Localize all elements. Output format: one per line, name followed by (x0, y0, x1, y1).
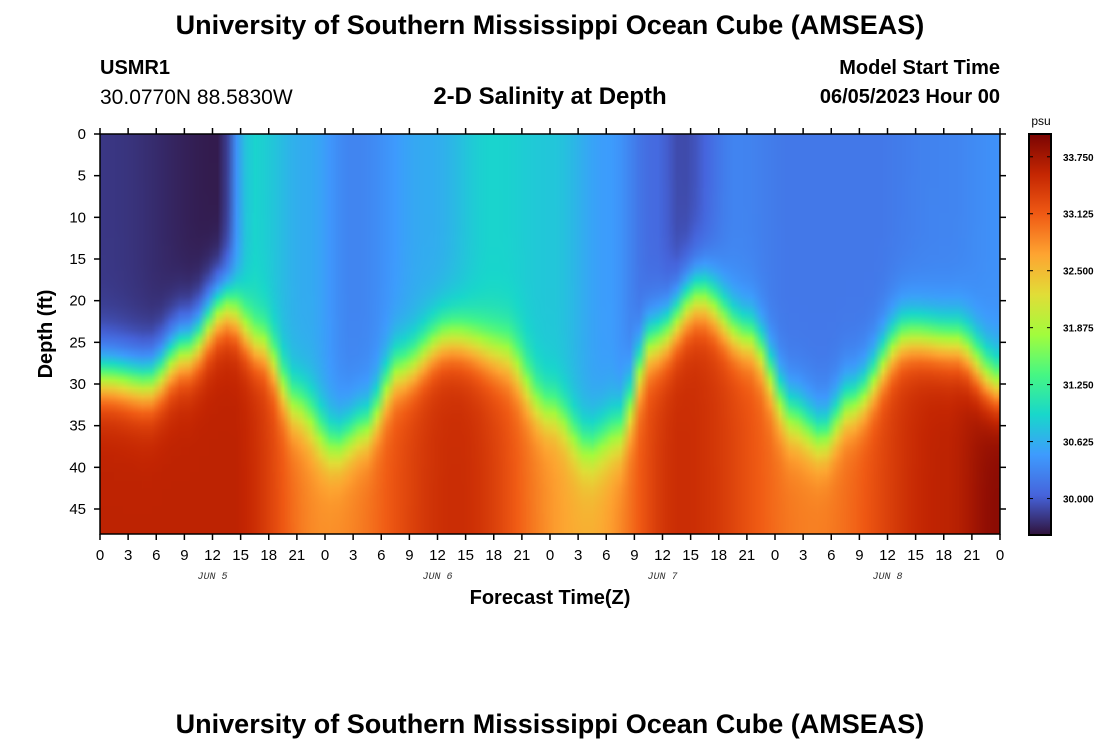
colorbar-tick-label: 31.250 (1063, 381, 1094, 392)
x-tick-label: 12 (429, 547, 446, 564)
y-tick-label: 5 (78, 168, 86, 185)
x-tick-label: 12 (654, 547, 671, 564)
station-id: USMR1 (100, 57, 171, 79)
y-tick-label: 35 (69, 418, 86, 435)
y-tick-label: 0 (78, 126, 86, 143)
y-tick-label: 15 (69, 251, 86, 268)
x-tick-label: 12 (879, 547, 896, 564)
x-axis-label: Forecast Time(Z) (470, 587, 631, 609)
y-tick-label: 10 (69, 209, 86, 226)
x-tick-label: 18 (710, 547, 727, 564)
x-tick-label: 18 (485, 547, 502, 564)
colorbar-bar (1028, 133, 1052, 536)
x-tick-label: 15 (457, 547, 474, 564)
x-tick-label: 21 (964, 547, 981, 564)
x-tick-label: 0 (546, 547, 554, 564)
x-tick-label: 0 (321, 547, 329, 564)
x-tick-label: 6 (152, 547, 160, 564)
salinity-heatmap (100, 134, 1000, 534)
date-label: JUN 6 (422, 572, 452, 583)
chart-title: University of Southern Mississippi Ocean… (175, 10, 925, 40)
x-tick-label: 3 (574, 547, 582, 564)
x-tick-label: 18 (260, 547, 277, 564)
x-tick-label: 6 (827, 547, 835, 564)
y-axis: 0 5 10 15 20 25 30 35 40 45 (69, 126, 1006, 518)
model-start-label: Model Start Time (839, 57, 1000, 79)
colorbar: psu 33.750 33.125 32.500 31.875 31.250 30.625… (1028, 114, 1094, 536)
date-label: JUN 7 (647, 572, 677, 583)
x-tick-label: 0 (996, 547, 1004, 564)
colorbar-unit: psu (1031, 114, 1050, 128)
colorbar-ticks: 33.750 33.125 32.500 31.875 31.250 30.625 30.0… (1029, 153, 1094, 506)
x-tick-label: 9 (855, 547, 863, 564)
model-start-value: 06/05/2023 Hour 00 (819, 86, 1000, 108)
colorbar-tick-label: 30.000 (1063, 495, 1094, 506)
x-tick-label: 9 (630, 547, 638, 564)
heatmap-area (99, 133, 1001, 535)
colorbar-tick-label: 30.625 (1063, 438, 1094, 449)
x-tick-label: 21 (514, 547, 531, 564)
x-tick-label: 21 (739, 547, 756, 564)
x-tick-label: 0 (771, 547, 779, 564)
chart-subtitle: 2-D Salinity at Depth (433, 83, 667, 110)
y-tick-label: 40 (69, 459, 86, 476)
station-coordinates: 30.0770N 88.5830W (100, 86, 293, 109)
x-tick-label: 0 (96, 547, 104, 564)
date-labels: JUN 5 JUN 6 JUN 7 JUN 8 (197, 572, 902, 583)
x-tick-label: 15 (907, 547, 924, 564)
x-tick-label: 12 (204, 547, 221, 564)
y-axis-label: Depth (ft) (35, 290, 57, 379)
x-tick-label: 21 (289, 547, 306, 564)
y-tick-label: 20 (69, 293, 86, 310)
date-label: JUN 5 (197, 572, 227, 583)
y-tick-label: 45 (69, 501, 86, 518)
x-tick-label: 6 (602, 547, 610, 564)
x-tick-label: 15 (682, 547, 699, 564)
x-tick-label: 18 (935, 547, 952, 564)
x-tick-label: 3 (124, 547, 132, 564)
x-axis: 0 3 6 9 12 15 18 21 0 3 6 9 12 15 18 21 0 3 6 9 12 15 18 21 0 3 6 9… (96, 128, 1004, 564)
x-tick-label: 15 (232, 547, 249, 564)
y-tick-label: 25 (69, 334, 86, 351)
x-tick-label: 9 (405, 547, 413, 564)
y-tick-label: 30 (69, 376, 86, 393)
colorbar-tick-label: 31.875 (1063, 324, 1094, 335)
x-tick-label: 9 (180, 547, 188, 564)
footer-title: University of Southern Mississippi Ocean… (175, 709, 925, 739)
colorbar-tick-label: 32.500 (1063, 267, 1094, 278)
date-label: JUN 8 (872, 572, 902, 583)
x-tick-label: 3 (349, 547, 357, 564)
x-tick-label: 6 (377, 547, 385, 564)
colorbar-tick-label: 33.750 (1063, 153, 1094, 164)
x-tick-label: 3 (799, 547, 807, 564)
colorbar-tick-label: 33.125 (1063, 210, 1094, 221)
